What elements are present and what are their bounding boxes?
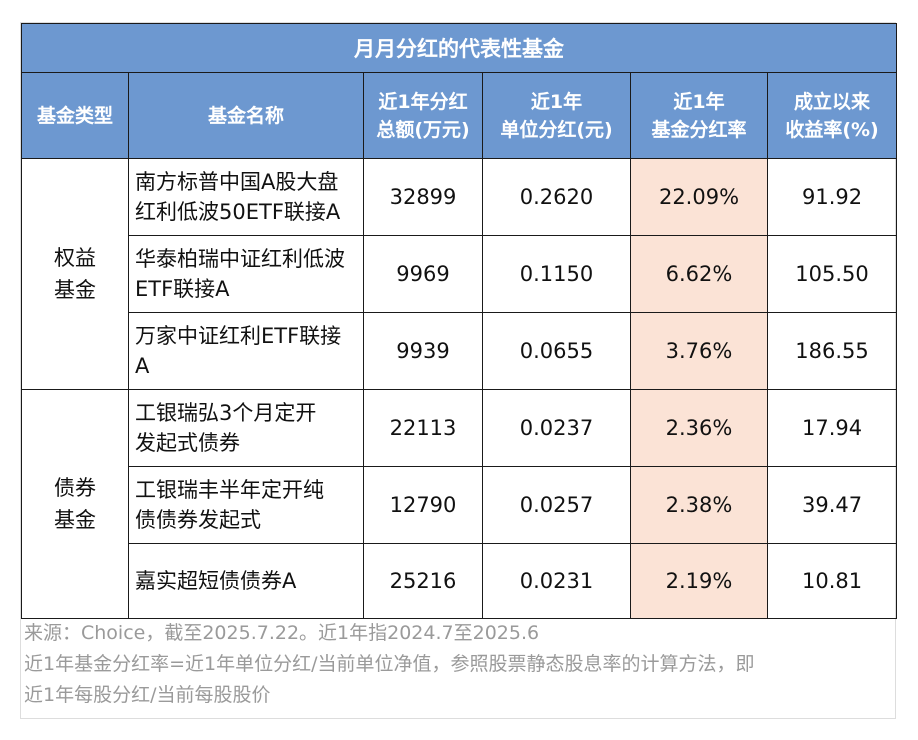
name-line: 万家中证红利ETF联接 xyxy=(135,324,342,348)
header-unit-dividend: 近1年单位分红(元) xyxy=(482,72,631,159)
dividend-rate-cell: 22.09% xyxy=(630,158,768,236)
type-label: 权益 xyxy=(54,246,96,270)
total-dividend-cell: 9969 xyxy=(363,235,483,313)
table-row: 华泰柏瑞中证红利低波 ETF联接A 9969 0.1150 6.62% 105.5… xyxy=(22,235,898,313)
header-return: 成立以来收益率(%) xyxy=(766,72,898,159)
fund-table-card: 月月分红的代表性基金 基金类型 基金名称 近1年分红总额(万元) 近1年单位分红… xyxy=(20,22,898,719)
table-row: 万家中证红利ETF联接 A 9939 0.0655 3.76% 186.55 xyxy=(22,312,898,390)
header-label: 基金分红率 xyxy=(651,118,747,141)
fund-type-equity: 权益 基金 xyxy=(21,158,129,390)
dividend-rate-cell: 2.36% xyxy=(630,389,768,467)
header-label: 收益率(%) xyxy=(785,118,879,141)
header-label: 总额(万元) xyxy=(376,118,470,141)
definition-note: 近1年基金分红率=近1年单位分红/当前单位净值，参照股票静态股息率的计算方法，即 xyxy=(24,653,755,675)
total-dividend-cell: 12790 xyxy=(363,466,483,544)
table-title-row: 月月分红的代表性基金 xyxy=(20,23,898,73)
unit-dividend-cell: 0.0655 xyxy=(482,312,631,390)
header-row: 基金类型 基金名称 近1年分红总额(万元) 近1年单位分红(元) 近1年基金分红… xyxy=(21,72,898,159)
name-line: 工银瑞丰半年定开纯 xyxy=(135,478,324,502)
name-line: 南方标普中国A股大盘 xyxy=(135,170,339,194)
header-label: 单位分红(元) xyxy=(500,118,613,141)
fund-name: 华泰柏瑞中证红利低波 ETF联接A xyxy=(128,235,364,313)
name-line: 发起式债券 xyxy=(135,431,240,455)
return-cell: 186.55 xyxy=(766,312,898,390)
return-cell: 10.81 xyxy=(766,543,898,619)
header-fund-name: 基金名称 xyxy=(128,72,364,159)
fund-name: 工银瑞丰半年定开纯 债债券发起式 xyxy=(128,466,364,544)
header-dividend-rate: 近1年基金分红率 xyxy=(630,72,768,159)
fund-name: 工银瑞弘3个月定开 发起式债券 xyxy=(128,389,364,467)
dividend-rate-cell: 2.38% xyxy=(630,466,768,544)
unit-dividend-cell: 0.2620 xyxy=(482,158,631,236)
table-row: 嘉实超短债债券A 25216 0.0231 2.19% 10.81 xyxy=(22,543,898,619)
header-label: 成立以来 xyxy=(794,90,871,113)
return-cell: 105.50 xyxy=(766,235,898,313)
name-line: ETF联接A xyxy=(135,277,230,301)
dividend-rate-cell: 6.62% xyxy=(630,235,768,313)
total-dividend-cell: 22113 xyxy=(363,389,483,467)
unit-dividend-cell: 0.0237 xyxy=(482,389,631,467)
name-line: 工银瑞弘3个月定开 xyxy=(135,401,317,425)
header-fund-type: 基金类型 xyxy=(21,72,129,159)
type-label: 基金 xyxy=(54,508,96,532)
type-label: 基金 xyxy=(54,278,96,302)
dividend-rate-cell: 3.76% xyxy=(630,312,768,390)
name-line: 债债券发起式 xyxy=(135,508,261,532)
return-cell: 91.92 xyxy=(766,158,898,236)
total-dividend-cell: 25216 xyxy=(363,543,483,619)
name-line: 红利低波50ETF联接A xyxy=(135,200,341,224)
header-label: 近1年 xyxy=(530,90,583,113)
name-line: A xyxy=(135,354,150,378)
total-dividend-cell: 32899 xyxy=(363,158,483,236)
header-total-dividend: 近1年分红总额(万元) xyxy=(363,72,483,159)
type-label: 债券 xyxy=(54,476,96,500)
fund-name: 嘉实超短债债券A xyxy=(128,543,364,619)
header-label: 基金名称 xyxy=(207,104,284,127)
total-dividend-cell: 9939 xyxy=(363,312,483,390)
header-label: 近1年分红 xyxy=(378,90,468,113)
table-title: 月月分红的代表性基金 xyxy=(20,23,898,73)
unit-dividend-cell: 0.0231 xyxy=(482,543,631,619)
footnotes: 来源：Choice，截至2025.7.22。近1年指2024.7至2025.6 … xyxy=(24,618,894,711)
header-label: 近1年 xyxy=(673,90,725,113)
source-note: 来源：Choice，截至2025.7.22。近1年指2024.7至2025.6 xyxy=(24,622,540,644)
fund-type-bond: 债券 基金 xyxy=(21,389,129,619)
fund-name: 南方标普中国A股大盘 红利低波50ETF联接A xyxy=(128,158,364,236)
dividend-rate-cell: 2.19% xyxy=(630,543,768,619)
header-label: 基金类型 xyxy=(36,104,113,127)
definition-note-continued: 近1年每股分红/当前每股股价 xyxy=(24,684,271,706)
unit-dividend-cell: 0.0257 xyxy=(482,466,631,544)
unit-dividend-cell: 0.1150 xyxy=(482,235,631,313)
return-cell: 17.94 xyxy=(766,389,898,467)
name-line: 嘉实超短债债券A xyxy=(135,569,297,593)
return-cell: 39.47 xyxy=(766,466,898,544)
table-row: 债券基金 工银瑞弘3个月定开 发起式债券 22113 0.0237 2.36% 1… xyxy=(21,389,898,619)
dividend-fund-table: 月月分红的代表性基金 基金类型 基金名称 近1年分红总额(万元) 近1年单位分红… xyxy=(20,23,898,619)
fund-name: 万家中证红利ETF联接 A xyxy=(128,312,364,390)
table-row: 权益基金 南方标普中国A股大盘 红利低波50ETF联接A 32899 0.2620… xyxy=(21,158,898,390)
name-line: 华泰柏瑞中证红利低波 xyxy=(135,247,345,271)
table-row: 工银瑞丰半年定开纯 债债券发起式 12790 0.0257 2.38% 39.47 xyxy=(22,466,898,544)
